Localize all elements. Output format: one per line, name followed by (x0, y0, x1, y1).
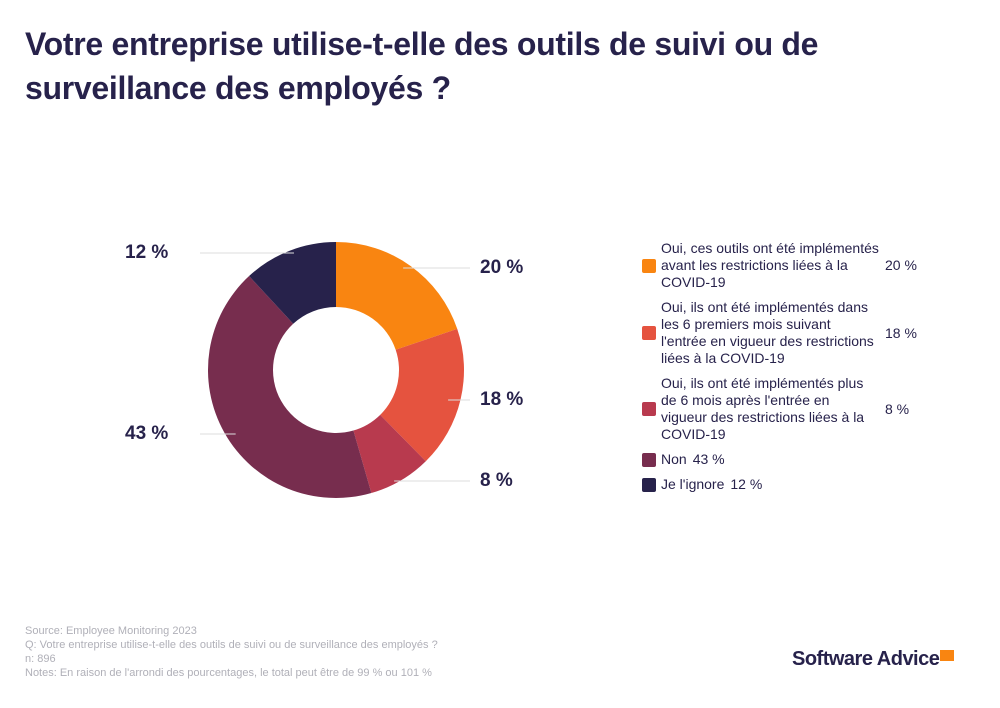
donut-segment (336, 242, 458, 350)
legend-label: Oui, ils ont été implémentés plus de 6 m… (661, 375, 865, 442)
legend-swatch (642, 452, 656, 467)
legend-label: Je l'ignore (661, 476, 725, 492)
data-label: 8 % (480, 470, 513, 491)
data-label: 12 % (125, 242, 168, 263)
legend-value: 43 % (692, 451, 725, 467)
legend-item: Oui, ces outils ont été implémentés avan… (642, 240, 962, 291)
legend-item: Je l'ignore 12 % (642, 476, 962, 493)
data-label: 20 % (480, 257, 523, 278)
data-label: 18 % (480, 389, 523, 410)
legend-label: Oui, ces outils ont été implémentés avan… (661, 240, 879, 290)
footnotes: Source: Employee Monitoring 2023 Q: Votre… (25, 624, 438, 680)
legend-value: 20 % (885, 257, 917, 273)
legend-item: Non 43 % (642, 451, 962, 468)
legend-swatch (642, 326, 656, 340)
legend-swatch (642, 258, 656, 273)
data-label: 43 % (125, 423, 168, 444)
legend-swatch (642, 477, 656, 492)
donut-segment (207, 276, 372, 499)
legend-label: Non (661, 451, 687, 467)
legend: Oui, ces outils ont été implémentés avan… (642, 240, 962, 501)
footnote: n: 896 (25, 653, 56, 665)
legend-item: Oui, ils ont été implémentés dans les 6 … (642, 299, 962, 367)
chart-title: Votre entreprise utilise-t-elle des outi… (25, 26, 819, 106)
donut-segment (249, 242, 336, 324)
logo: Software Advice (792, 648, 955, 671)
legend-swatch (642, 402, 656, 416)
donut-segment (353, 414, 426, 494)
legend-item: Oui, ils ont été implémentés plus de 6 m… (642, 375, 962, 443)
footnote: Source: Employee Monitoring 2023 (25, 625, 197, 637)
legend-label: Oui, ils ont été implémentés dans les 6 … (661, 299, 874, 366)
footnote: Q: Votre entreprise utilise-t-elle des o… (25, 639, 438, 651)
legend-value: 12 % (730, 476, 763, 492)
logo-text: Software Advice (792, 648, 940, 670)
legend-value: 8 % (885, 400, 910, 417)
legend-value: 18 % (885, 324, 917, 341)
logo-icon (940, 650, 955, 661)
footnote: Notes: En raison de l'arrondi des pource… (25, 667, 432, 679)
donut-segment (380, 328, 464, 462)
